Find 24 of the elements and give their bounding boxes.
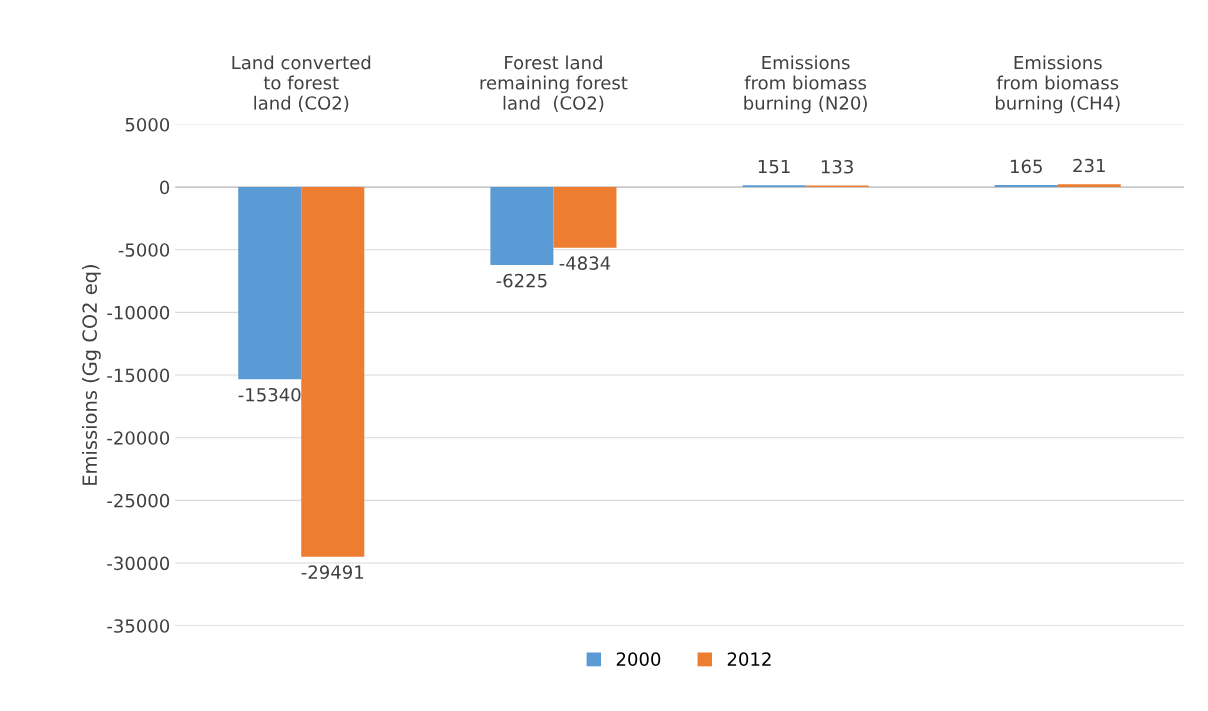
y-tick-label: -10000 [107, 305, 170, 320]
y-axis-title: Emissions (Gg CO2 eq) [81, 265, 101, 485]
data-label: 151 [758, 159, 790, 174]
legend-label: 2012 [727, 652, 771, 666]
y-tick-label: -20000 [107, 431, 170, 445]
y-tick-label: -35000 [107, 619, 170, 633]
y-tick-label: -30000 [107, 556, 170, 571]
x-tick-label: Forest land remaining forest land (CO2) [480, 55, 628, 112]
data-label: -6225 [496, 273, 547, 288]
y-tick-label: 0 [160, 180, 170, 195]
x-tick-label: Emissions from biomass burning (CH4) [995, 55, 1120, 114]
y-tick-label: -25000 [107, 493, 170, 508]
y-tick-label: 5000 [125, 117, 170, 132]
data-label: -15340 [238, 387, 301, 402]
data-label: 133 [821, 159, 853, 174]
data-label: 165 [1010, 159, 1042, 174]
y-tick-label: -5000 [118, 243, 170, 257]
legend-label: 2000 [616, 652, 661, 666]
data-label: -29491 [301, 565, 364, 579]
data-label: 231 [1073, 158, 1105, 173]
x-tick-label: Land converted to forest land (CO2) [232, 55, 371, 112]
y-tick-label: -15000 [107, 368, 170, 383]
data-label: -4834 [559, 256, 611, 270]
x-tick-label: Emissions from biomass burning (N20) [744, 55, 867, 114]
